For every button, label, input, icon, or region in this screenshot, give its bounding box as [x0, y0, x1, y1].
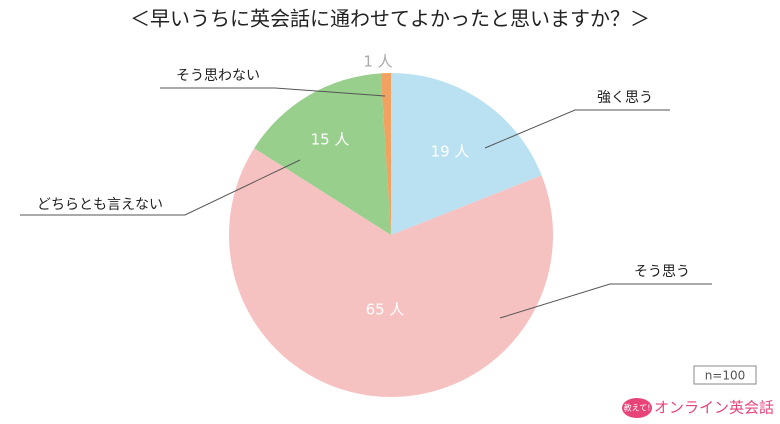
sample-note: n=100 [705, 369, 746, 383]
leader-line [499, 283, 712, 319]
category-label: そう思わない [176, 68, 260, 84]
value-label: 1 人 [363, 53, 392, 71]
value-label: 65 人 [366, 301, 405, 319]
pie-slice [391, 73, 542, 235]
leader-line [160, 87, 386, 97]
brand-badge [622, 398, 652, 418]
pie-slice [254, 73, 391, 235]
brand-name: オンライン英会話 [654, 399, 774, 417]
note-box [693, 365, 757, 385]
leader-line [20, 159, 301, 216]
value-label: 19 人 [431, 143, 470, 161]
chart-title: ＜早いうちに英会話に通わせてよかったと思いますか？＞ [130, 7, 650, 31]
pie-slice [228, 148, 553, 398]
category-label: 強く思う [597, 90, 653, 106]
category-label: そう思う [634, 264, 690, 280]
brand-badge-text: 教えて! [624, 403, 651, 413]
category-label: どちらとも言えない [37, 197, 163, 213]
leader-line [484, 109, 670, 149]
pie-slice [380, 73, 391, 235]
value-label: 15 人 [311, 131, 350, 149]
